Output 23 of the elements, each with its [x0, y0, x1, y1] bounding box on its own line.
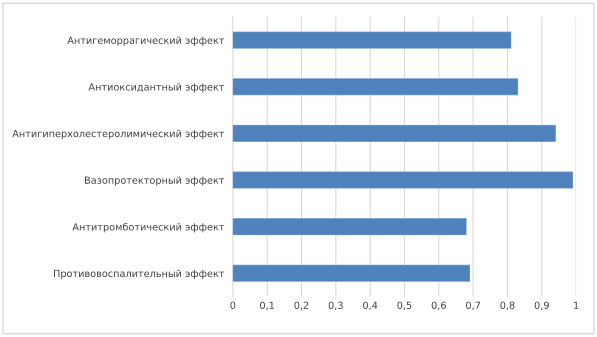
- x-tick-label: 0: [230, 302, 236, 309]
- bar: [232, 124, 556, 142]
- bar: [232, 172, 574, 189]
- bar: [232, 218, 467, 236]
- x-tick-label: 0,1: [260, 302, 274, 310]
- bar: [232, 32, 512, 49]
- x-tick-label: 0,3: [328, 302, 343, 310]
- x-tick-label: 0,2: [294, 302, 308, 310]
- bar: [232, 78, 518, 96]
- y-tick-label: Противовоспалительный эффект: [54, 270, 224, 279]
- x-tick-label: 1: [574, 302, 578, 309]
- x-tick-label: 0,9: [534, 302, 549, 310]
- x-tick-label: 0,7: [466, 302, 480, 310]
- x-tick-label: 0,5: [397, 302, 412, 310]
- bar: [232, 264, 470, 282]
- y-tick-label: Антигеморрагический эффект: [67, 36, 224, 46]
- x-tick-label: 0,4: [363, 302, 378, 310]
- y-tick-label: Антиоксидантный эффект: [88, 83, 224, 92]
- x-tick-label: 0,8: [500, 302, 515, 310]
- y-tick-label: Антитромботический эффект: [72, 222, 224, 232]
- x-tick-label: 0,6: [432, 302, 446, 310]
- y-tick-label: Антигиперхолестеролимический эффект: [12, 130, 224, 140]
- y-tick-label: Вазопротекторный эффект: [85, 176, 224, 186]
